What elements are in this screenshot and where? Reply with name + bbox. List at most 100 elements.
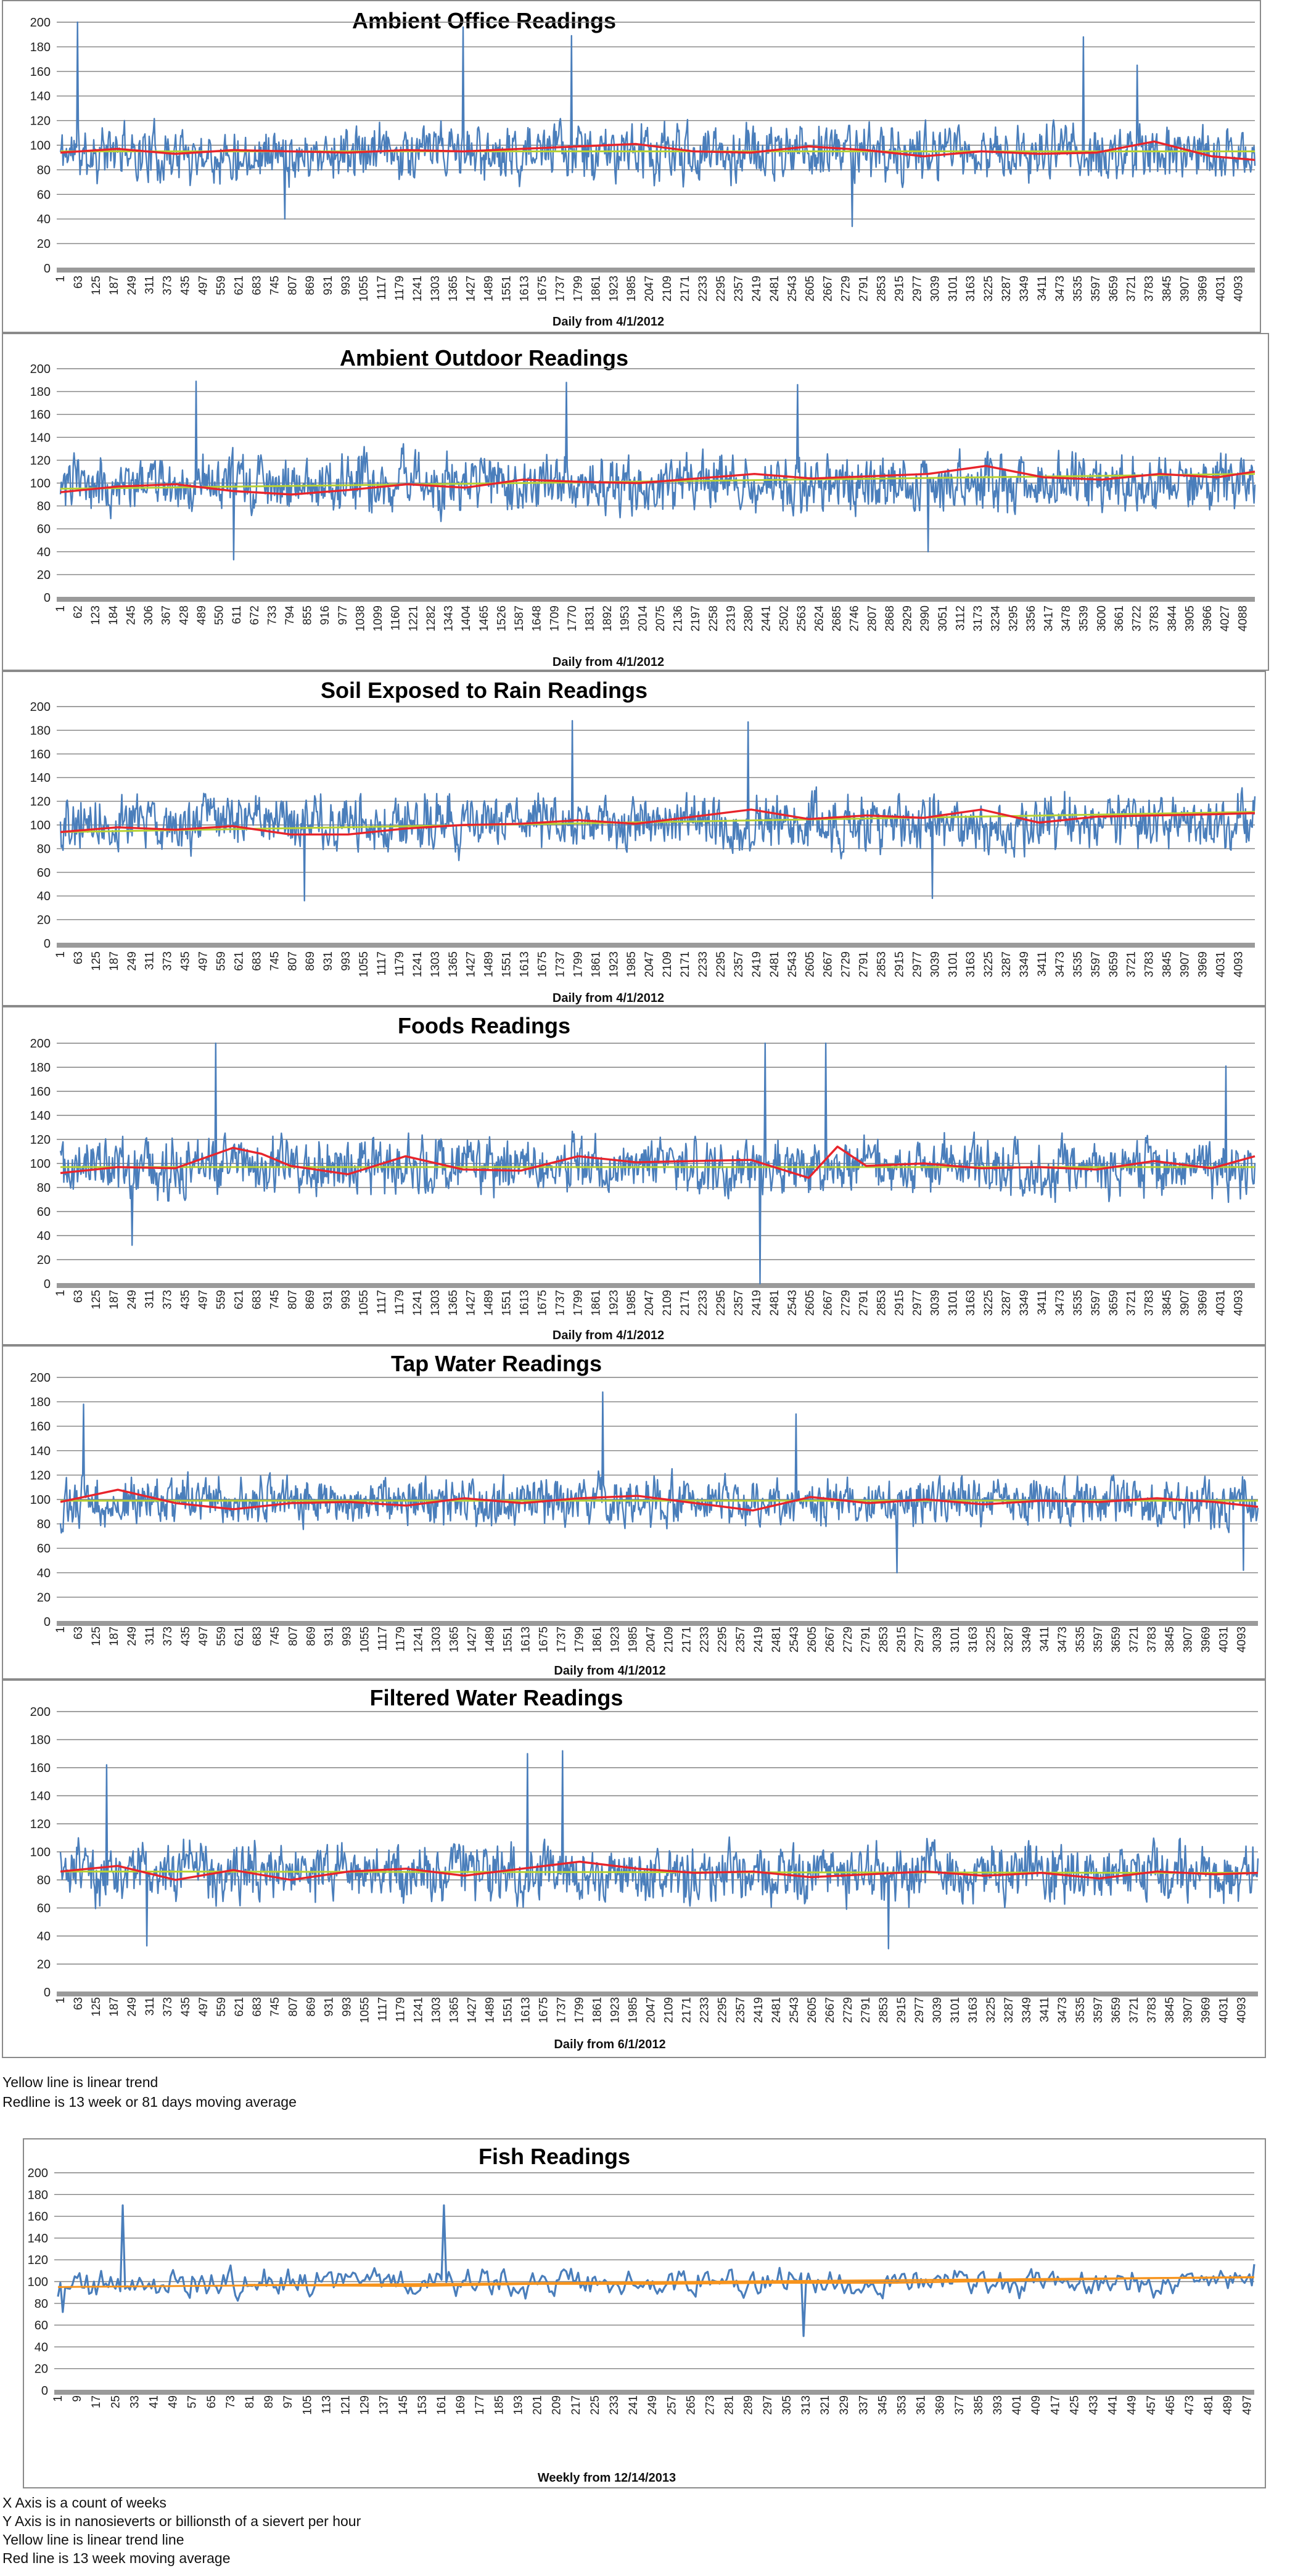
x-tick-label: 306 xyxy=(142,605,155,625)
chart-6: Filtered Water Readings 0 20 40 60 80 100 120 14… xyxy=(2,1680,1266,2058)
x-tick-label: 1427 xyxy=(465,276,478,301)
y-tick-label: 140 xyxy=(30,1109,51,1123)
x-tick-label: 977 xyxy=(337,605,350,625)
x-tick-label: 611 xyxy=(231,605,244,624)
x-tick-label: 345 xyxy=(876,2395,889,2415)
x-tick-label: 249 xyxy=(126,1290,139,1310)
x-tick-label: 621 xyxy=(232,951,245,971)
x-tick-label: 1427 xyxy=(466,1997,479,2023)
x-tick-label: 993 xyxy=(340,951,353,971)
x-tick-label: 3845 xyxy=(1164,1997,1177,2023)
x-tick-label: 2109 xyxy=(661,951,674,977)
x-tick-label: 3234 xyxy=(990,605,1003,632)
x-tick-label: 3287 xyxy=(1000,276,1013,301)
x-tick-label: 249 xyxy=(126,951,139,971)
chart-1: Ambient Office Readings 0 20 40 60 80 100 120 14… xyxy=(2,0,1261,333)
chart-svg: Ambient Office Readings02040608010012014… xyxy=(30,8,1256,329)
x-tick-label: 57 xyxy=(186,2395,199,2408)
moving-average-line xyxy=(60,1860,1259,1881)
x-tick-label: 3783 xyxy=(1146,1997,1159,2023)
x-tick-label: 373 xyxy=(162,1626,175,1646)
x-tick-label: 2233 xyxy=(697,1290,710,1316)
x-tick-label: 3101 xyxy=(949,1997,962,2023)
x-tick-label: 2171 xyxy=(681,1997,694,2023)
x-tick-label: 3845 xyxy=(1161,276,1174,301)
note-trend: Yellow line is linear trend xyxy=(2,2074,158,2090)
x-tick-label: 1799 xyxy=(572,276,585,301)
x-tick-label: 2853 xyxy=(875,276,888,301)
x-tick-label: 2807 xyxy=(866,605,879,631)
x-tick-label: 3411 xyxy=(1036,951,1049,977)
x-tick-label: 3783 xyxy=(1143,1290,1156,1316)
x-tick-label: 3101 xyxy=(947,276,960,301)
x-tick-label: 25 xyxy=(109,2395,122,2408)
x-tick-label: 1 xyxy=(54,1290,67,1297)
x-axis-label: Daily from 6/1/2012 xyxy=(554,2038,665,2051)
chart-svg: Ambient Outdoor Readings0204060801001201… xyxy=(30,345,1256,669)
x-tick-label: 683 xyxy=(250,276,263,295)
y-tick-label: 80 xyxy=(37,1518,51,1532)
x-tick-label: 745 xyxy=(268,951,281,971)
x-tick-label: 2977 xyxy=(911,951,924,977)
x-tick-label: 2667 xyxy=(824,1997,837,2023)
y-tick-label: 160 xyxy=(30,748,51,761)
x-tick-label: 1055 xyxy=(358,1626,371,1652)
x-tick-label: 1427 xyxy=(466,1626,479,1652)
x-tick-label: 3039 xyxy=(929,276,942,301)
x-tick-label: 409 xyxy=(1030,2395,1043,2415)
x-tick-label: 3225 xyxy=(982,1290,995,1316)
moving-average-line xyxy=(60,1488,1259,1512)
x-tick-label: 137 xyxy=(378,2395,391,2415)
x-tick-label: 3287 xyxy=(1003,1626,1016,1652)
x-tick-label: 257 xyxy=(665,2395,678,2415)
x-tick-label: 993 xyxy=(340,1290,353,1310)
x-tick-label: 3101 xyxy=(947,951,960,977)
y-tick-label: 60 xyxy=(37,1542,51,1556)
y-tick-label: 40 xyxy=(37,890,51,903)
x-tick-label: 3907 xyxy=(1182,1997,1194,2023)
y-tick-label: 160 xyxy=(28,2210,48,2224)
x-tick-label: 1587 xyxy=(513,605,526,631)
x-tick-label: 1799 xyxy=(573,1626,586,1652)
chart-svg: Fish Readings 0 20 40 60 80 100 120 140 160 180 200… xyxy=(28,2144,1256,2485)
y-tick-label: 180 xyxy=(30,1061,51,1075)
chart-4: Foods Readings 0 20 40 60 80 100 120 140 160 180 20… xyxy=(2,1006,1266,1345)
x-tick-label: 2481 xyxy=(770,1997,783,2023)
x-tick-label: 2605 xyxy=(804,1290,817,1316)
x-tick-label: 683 xyxy=(250,1290,263,1310)
y-tick-label: 60 xyxy=(37,188,51,202)
x-tick-label: 3969 xyxy=(1199,1997,1212,2023)
x-tick-label: 672 xyxy=(249,605,261,625)
chart-title: Filtered Water Readings xyxy=(370,1685,623,1710)
x-tick-label: 3783 xyxy=(1143,951,1156,977)
x-tick-label: 3473 xyxy=(1056,1626,1069,1652)
x-tick-label: 1737 xyxy=(554,276,567,301)
y-tick-label: 20 xyxy=(37,237,51,251)
x-tick-label: 3969 xyxy=(1196,276,1209,301)
x-tick-label: 3659 xyxy=(1110,1997,1123,2023)
note-moving-average: Redline is 13 week or 81 days moving ave… xyxy=(2,2094,297,2110)
x-tick-label: 1055 xyxy=(358,1290,371,1316)
y-tick-label: 200 xyxy=(30,700,51,714)
x-tick-label: 187 xyxy=(108,1997,121,2017)
x-tick-label: 209 xyxy=(551,2395,564,2415)
x-tick-label: 401 xyxy=(1011,2395,1024,2415)
chart-title: Soil Exposed to Rain Readings xyxy=(321,678,647,703)
x-tick-label: 3907 xyxy=(1179,276,1192,301)
x-tick-label: 489 xyxy=(195,605,208,625)
x-tick-label: 4093 xyxy=(1232,951,1245,977)
x-tick-label: 2502 xyxy=(778,605,791,631)
x-tick-label: 931 xyxy=(323,1626,335,1646)
x-tick-label: 305 xyxy=(781,2395,794,2415)
x-tick-label: 2729 xyxy=(840,951,853,977)
x-tick-label: 869 xyxy=(304,276,317,295)
y-tick-label: 20 xyxy=(37,1958,51,1972)
x-tick-label: 3473 xyxy=(1054,276,1067,301)
x-tick-label: 373 xyxy=(162,1290,175,1310)
x-tick-label: 1179 xyxy=(393,1290,406,1315)
x-tick-label: 3163 xyxy=(964,1290,977,1316)
x-tick-label: 3845 xyxy=(1161,1290,1174,1316)
x-tick-label: 2543 xyxy=(788,1997,801,2023)
x-tick-label: 2357 xyxy=(734,1626,747,1652)
y-tick-label: 180 xyxy=(30,1396,51,1409)
